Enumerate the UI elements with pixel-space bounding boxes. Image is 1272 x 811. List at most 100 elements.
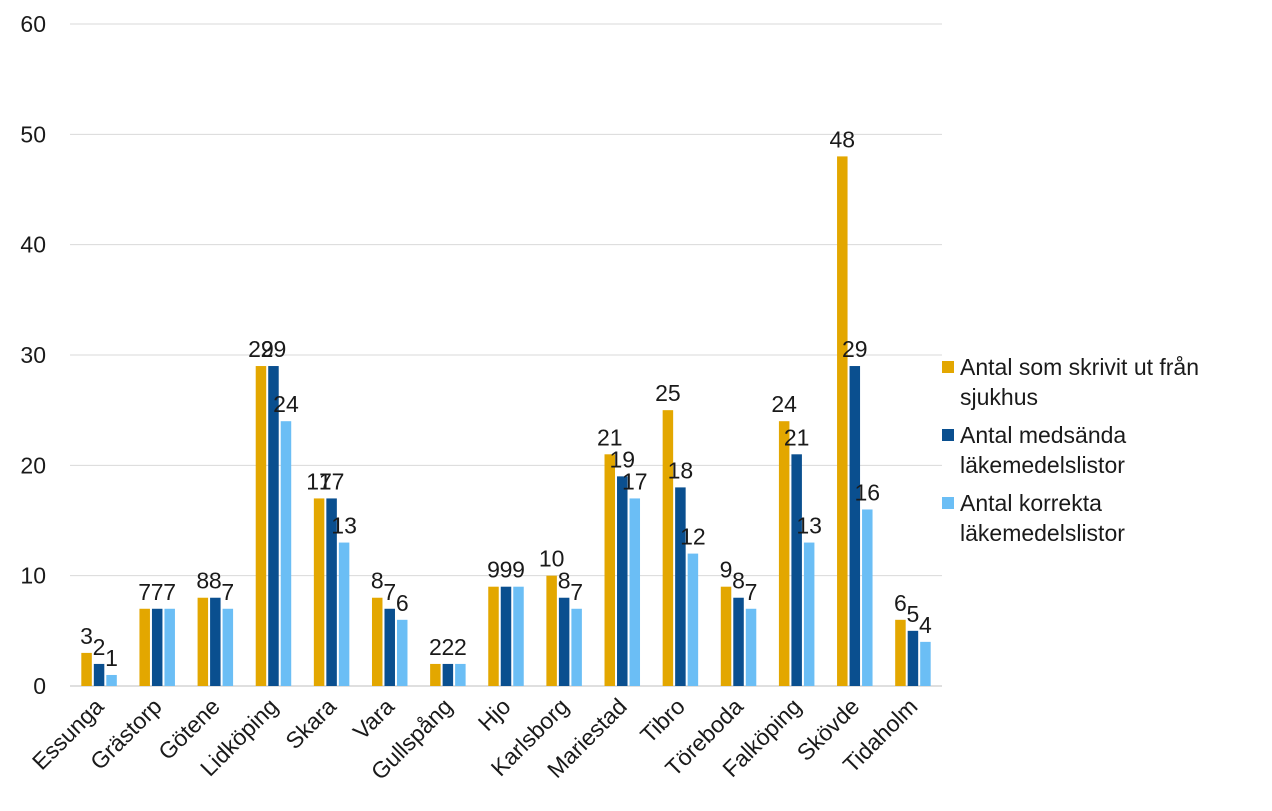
legend-item: Antal korrekta läkemedelslistor [942,488,1270,548]
x-tick-label: Hjo [473,693,516,736]
bar [210,597,221,686]
bar [488,586,499,686]
y-tick-label: 30 [20,342,46,368]
data-label: 10 [539,546,565,572]
legend-swatch [942,429,954,441]
bar [662,410,674,686]
bar [338,542,350,686]
data-label: 2 [454,634,467,660]
bar [371,597,383,686]
data-label: 7 [383,579,396,605]
legend-swatch [942,361,954,373]
legend-label: Antal medsända läkemedelslistor [960,422,1127,478]
data-label: 17 [622,468,648,494]
bar [280,421,292,686]
bar [139,608,150,686]
data-label: 48 [830,126,856,152]
bar [571,608,582,686]
bars [81,156,931,686]
data-label: 29 [261,336,287,362]
data-label: 21 [597,424,623,450]
bar [384,608,395,686]
bar [862,509,873,686]
data-label: 13 [796,513,822,539]
bar [837,156,848,686]
bar [455,663,466,686]
bar [326,498,337,686]
data-label: 16 [855,479,881,505]
data-label: 8 [371,568,384,594]
bar [629,498,641,686]
bar [106,674,117,686]
data-label: 9 [512,557,525,583]
data-label: 2 [441,634,454,660]
data-label: 8 [209,568,222,594]
data-label: 3 [80,623,93,649]
bar [895,619,906,686]
data-label: 7 [221,579,234,605]
data-label: 2 [429,634,442,660]
bar [733,597,744,686]
legend-item: Antal medsända läkemedelslistor [942,420,1270,480]
data-label: 18 [668,457,694,483]
gridlines [70,23,942,687]
bar [849,366,861,686]
data-label: 12 [680,524,706,550]
bar [268,366,279,686]
y-tick-label: 60 [20,11,46,37]
bar [222,608,234,686]
data-label: 7 [138,579,151,605]
bar [396,619,408,686]
bar [791,454,802,686]
bar [164,608,175,686]
legend: Antal som skrivit ut från sjukhus Antal m… [942,352,1270,556]
data-label: 29 [248,336,274,362]
bar [920,641,931,686]
bar [313,498,325,686]
bar [778,421,790,686]
data-label: 1 [105,645,118,671]
data-label: 25 [655,380,681,406]
legend-label: Antal som skrivit ut från sjukhus [960,354,1200,410]
data-label: 8 [732,568,745,594]
y-tick-label: 10 [20,563,46,589]
data-label: 24 [273,391,299,417]
y-tick-label: 40 [20,232,46,258]
y-tick-label: 0 [33,673,46,699]
data-label: 8 [558,568,571,594]
x-tick-label: Vara [348,693,400,745]
y-axis-ticks: 0 10 20 30 40 50 60 [20,11,46,699]
data-label: 21 [784,424,810,450]
data-label: 19 [609,446,635,472]
bar [687,553,699,686]
data-label: 7 [570,579,583,605]
data-label: 9 [720,557,733,583]
data-label: 5 [907,601,920,627]
bar [255,366,267,686]
data-label: 8 [196,568,209,594]
data-label: 7 [745,579,758,605]
bar [907,630,919,686]
bar [745,608,757,686]
bar [500,586,512,686]
data-label: 24 [771,391,797,417]
bar [604,454,616,686]
bar [197,597,209,686]
data-label: 2 [93,634,106,660]
bar [513,586,524,686]
data-label: 4 [919,612,932,638]
data-label: 17 [319,468,345,494]
data-label: 9 [500,557,513,583]
data-label: 7 [151,579,164,605]
bar [93,663,105,686]
bar [720,586,732,686]
bar [617,476,628,686]
x-tick-label: Skara [280,693,341,754]
bar [81,652,92,686]
data-label: 7 [163,579,176,605]
data-label: 6 [894,590,907,616]
data-label: 29 [842,336,868,362]
